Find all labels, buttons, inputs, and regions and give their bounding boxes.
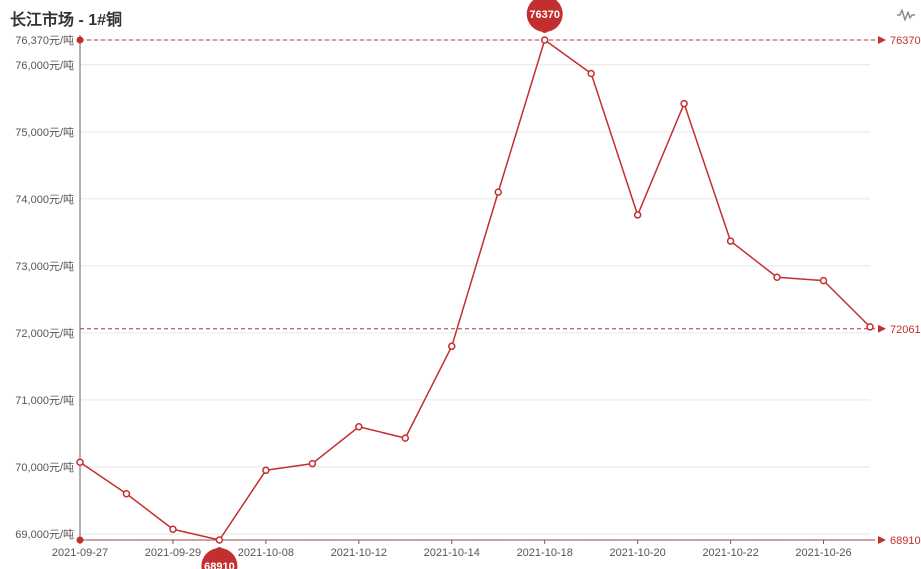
data-point[interactable] [495, 189, 501, 195]
data-point[interactable] [588, 71, 594, 77]
data-point[interactable] [867, 324, 873, 330]
reference-arrow-icon [878, 325, 886, 333]
pin-marker: 68910 [201, 547, 237, 569]
x-axis-label: 2021-09-29 [145, 547, 201, 559]
y-axis-label: 71,000元/吨 [15, 394, 74, 407]
data-point[interactable] [123, 491, 129, 497]
data-point[interactable] [77, 459, 83, 465]
stats-toolbar-icon[interactable] [897, 8, 915, 22]
y-axis-label: 70,000元/吨 [15, 461, 74, 474]
pin-marker-label: 76370 [529, 9, 560, 21]
x-axis-label: 2021-10-14 [424, 547, 480, 559]
data-point[interactable] [402, 435, 408, 441]
reference-arrow-icon [878, 536, 886, 544]
reference-arrow-icon [878, 36, 886, 44]
chart-title: 长江市场 - 1#铜 [10, 6, 122, 30]
data-point[interactable] [170, 526, 176, 532]
data-point[interactable] [728, 238, 734, 244]
data-point[interactable] [681, 101, 687, 107]
data-point[interactable] [309, 461, 315, 467]
y-axis-label: 73,000元/吨 [15, 260, 74, 273]
y-axis-label: 72,000元/吨 [15, 327, 74, 340]
x-axis-label: 2021-10-08 [238, 547, 294, 559]
pulse-icon [897, 8, 915, 22]
data-point[interactable] [821, 278, 827, 284]
pin-marker: 76370 [527, 0, 563, 33]
x-axis-label: 2021-10-12 [331, 547, 387, 559]
reference-label: 72061.67 [890, 324, 921, 336]
y-axis-label: 69,000元/吨 [15, 528, 74, 541]
reference-dot [77, 537, 84, 544]
data-point[interactable] [263, 467, 269, 473]
x-axis-label: 2021-10-22 [702, 547, 758, 559]
data-point[interactable] [216, 537, 222, 543]
y-axis-label: 74,000元/吨 [15, 193, 74, 206]
data-point[interactable] [449, 343, 455, 349]
x-axis-label: 2021-10-20 [610, 547, 666, 559]
y-axis-label: 75,000元/吨 [15, 126, 74, 139]
chart-container: 长江市场 - 1#铜 69,000元/吨 70,000元/吨 71,000元/吨 72… [0, 0, 921, 569]
data-point[interactable] [356, 424, 362, 430]
price-line [80, 40, 870, 540]
x-axis-label: 2021-10-26 [795, 547, 851, 559]
reference-label: 68910 [890, 535, 921, 547]
chart-svg: 69,000元/吨 70,000元/吨 71,000元/吨 72,000元/吨 73,0… [0, 0, 921, 569]
x-axis-label: 2021-10-18 [517, 547, 573, 559]
y-axis-label: 76,370元/吨 [15, 34, 74, 47]
data-point[interactable] [635, 212, 641, 218]
x-axis-label: 2021-09-27 [52, 547, 108, 559]
data-point[interactable] [542, 37, 548, 43]
y-axis-label: 76,000元/吨 [15, 59, 74, 72]
reference-dot [77, 37, 84, 44]
pin-marker-label: 68910 [204, 561, 235, 569]
reference-label: 76370 [890, 35, 921, 47]
data-point[interactable] [774, 274, 780, 280]
